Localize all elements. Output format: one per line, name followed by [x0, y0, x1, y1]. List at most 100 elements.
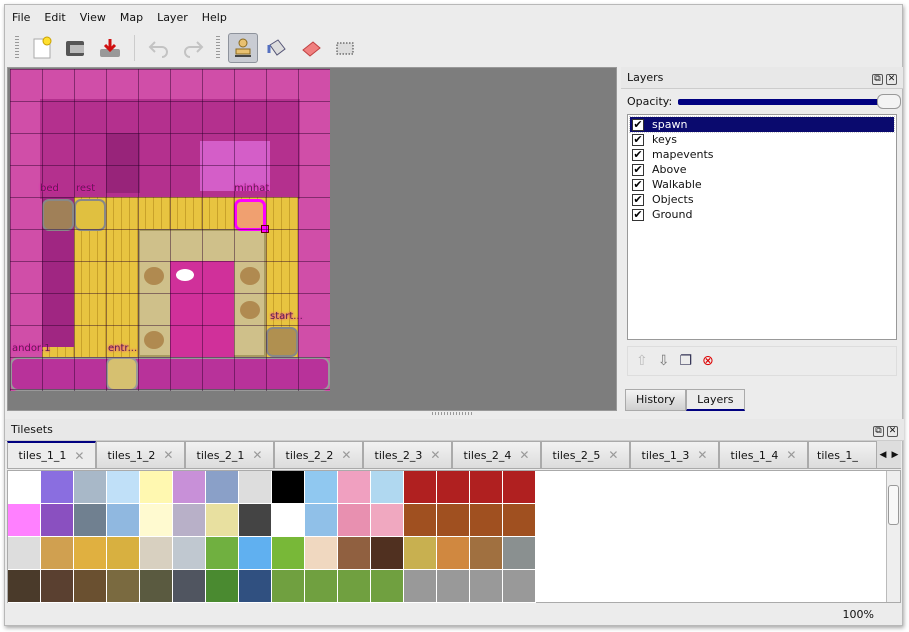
tile[interactable]: [239, 471, 272, 504]
tile[interactable]: [41, 570, 74, 603]
tile[interactable]: [239, 537, 272, 570]
tile[interactable]: [338, 537, 371, 570]
eraser-button[interactable]: [296, 33, 326, 63]
tile[interactable]: [503, 570, 536, 603]
tile[interactable]: [173, 537, 206, 570]
new-file-button[interactable]: [27, 33, 57, 63]
spawn-object-start[interactable]: [266, 327, 298, 357]
menu-layer[interactable]: Layer: [157, 11, 188, 24]
visibility-checkbox[interactable]: ✔: [632, 208, 644, 221]
tile[interactable]: [305, 570, 338, 603]
tile[interactable]: [8, 504, 41, 537]
rect-select-button[interactable]: [330, 33, 360, 63]
tile[interactable]: [338, 471, 371, 504]
map-view[interactable]: bed rest minhat start... andor:1 entr...: [7, 67, 617, 411]
tile[interactable]: [272, 570, 305, 603]
tileset-tab[interactable]: tiles_2_2 ✕: [274, 441, 363, 468]
close-tab-icon[interactable]: ✕: [786, 448, 797, 462]
close-tab-icon[interactable]: ✕: [697, 448, 708, 462]
save-file-button[interactable]: [95, 33, 125, 63]
tileset-scrollbar[interactable]: [886, 471, 900, 602]
tile[interactable]: [470, 471, 503, 504]
tile[interactable]: [437, 471, 470, 504]
tile[interactable]: [41, 537, 74, 570]
spawn-object-bed[interactable]: [42, 199, 74, 231]
layer-item[interactable]: ✔ spawn: [629, 116, 895, 133]
toolbar-grip[interactable]: [216, 36, 220, 60]
tile[interactable]: [173, 504, 206, 537]
tile[interactable]: [206, 537, 239, 570]
close-tab-icon[interactable]: ✕: [608, 448, 619, 462]
duplicate-layer-icon[interactable]: ❐: [679, 353, 693, 369]
splitter-handle[interactable]: [432, 412, 472, 415]
tile[interactable]: [239, 504, 272, 537]
layer-item[interactable]: ✔ Walkable: [630, 177, 894, 192]
redo-button[interactable]: [178, 33, 208, 63]
tile[interactable]: [371, 471, 404, 504]
layer-item[interactable]: ✔ mapevents: [630, 147, 894, 162]
tileset-tab[interactable]: tiles_1_: [808, 441, 877, 468]
tile[interactable]: [107, 537, 140, 570]
layer-item[interactable]: ✔ keys: [630, 132, 894, 147]
tile[interactable]: [470, 537, 503, 570]
lower-layer-icon[interactable]: ⇩: [657, 353, 670, 369]
bucket-fill-button[interactable]: [262, 33, 292, 63]
tile[interactable]: [305, 471, 338, 504]
resize-handle[interactable]: [261, 225, 269, 233]
close-icon[interactable]: ✕: [887, 425, 898, 437]
tile[interactable]: [206, 471, 239, 504]
stamp-brush-button[interactable]: [228, 33, 258, 63]
delete-layer-icon[interactable]: ⊗: [702, 353, 714, 369]
tile[interactable]: [272, 537, 305, 570]
tile[interactable]: [404, 537, 437, 570]
tile[interactable]: [107, 471, 140, 504]
tile[interactable]: [404, 471, 437, 504]
tile[interactable]: [305, 537, 338, 570]
tile[interactable]: [107, 570, 140, 603]
close-icon[interactable]: ✕: [886, 73, 897, 85]
spawn-object-rest[interactable]: [74, 199, 106, 231]
tile[interactable]: [8, 537, 41, 570]
close-tab-icon[interactable]: ✕: [519, 448, 530, 462]
layer-item[interactable]: ✔ Above: [630, 162, 894, 177]
tile[interactable]: [470, 504, 503, 537]
float-icon[interactable]: ⧉: [872, 73, 883, 85]
tileset-tab[interactable]: tiles_1_4 ✕: [719, 441, 808, 468]
tile[interactable]: [140, 570, 173, 603]
tile[interactable]: [41, 471, 74, 504]
opacity-slider-handle[interactable]: [877, 93, 901, 109]
menu-view[interactable]: View: [79, 11, 106, 24]
tile[interactable]: [470, 570, 503, 603]
tile[interactable]: [503, 504, 536, 537]
tile[interactable]: [371, 504, 404, 537]
tileset-tab[interactable]: tiles_1_1 ✕: [7, 441, 96, 468]
close-tab-icon[interactable]: ✕: [341, 448, 352, 462]
tile[interactable]: [404, 504, 437, 537]
tileset-tab[interactable]: tiles_2_5 ✕: [541, 441, 630, 468]
tile[interactable]: [338, 504, 371, 537]
close-tab-icon[interactable]: ✕: [163, 448, 174, 462]
tile[interactable]: [272, 504, 305, 537]
raise-layer-icon[interactable]: ⇧: [636, 353, 648, 369]
layer-item[interactable]: ✔ Ground: [630, 207, 894, 222]
tile[interactable]: [371, 537, 404, 570]
tile[interactable]: [437, 537, 470, 570]
opacity-slider[interactable]: [678, 93, 901, 109]
tile[interactable]: [8, 570, 41, 603]
spawn-object-selected[interactable]: [234, 199, 266, 231]
tile[interactable]: [404, 570, 437, 603]
tab-history[interactable]: History: [625, 389, 687, 411]
menu-file[interactable]: File: [12, 11, 31, 24]
tab-scroll-right-icon[interactable]: ▶: [891, 450, 899, 460]
tile[interactable]: [272, 471, 305, 504]
tile[interactable]: [371, 570, 404, 603]
tileset-tab[interactable]: tiles_1_3 ✕: [630, 441, 719, 468]
tileset-view[interactable]: [7, 470, 901, 603]
tileset-tab[interactable]: tiles_2_1 ✕: [185, 441, 274, 468]
toolbar-grip[interactable]: [15, 36, 19, 60]
tile[interactable]: [74, 471, 107, 504]
tileset-tab[interactable]: tiles_2_3 ✕: [363, 441, 452, 468]
tile[interactable]: [503, 537, 536, 570]
tile[interactable]: [140, 537, 173, 570]
open-file-button[interactable]: [61, 33, 91, 63]
